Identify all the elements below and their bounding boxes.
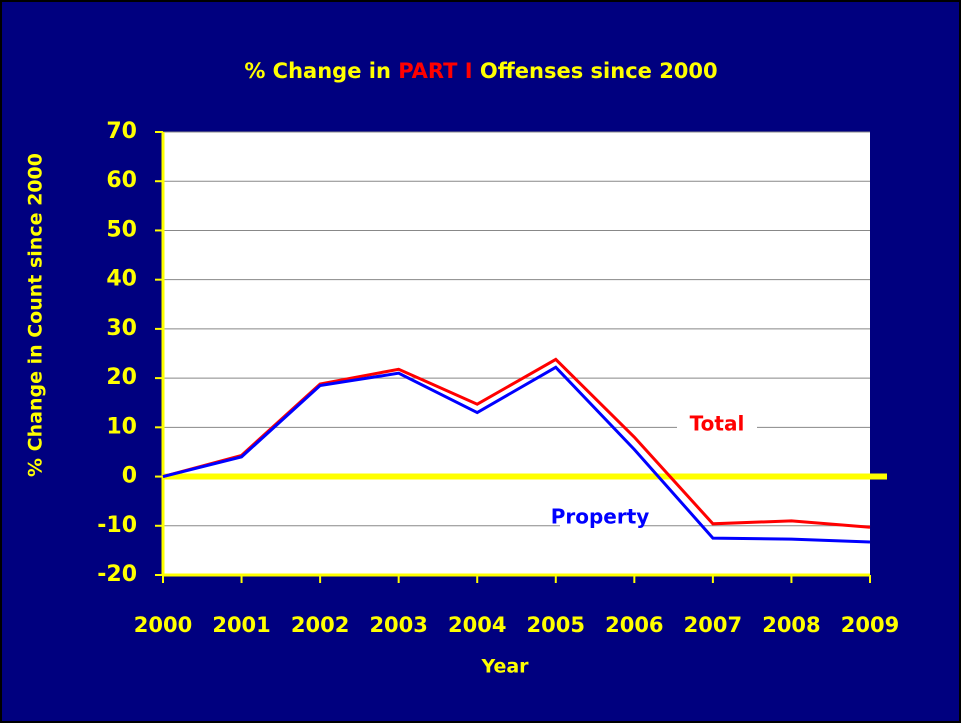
y-tick-label: 10	[106, 414, 137, 439]
title-part: PART I	[398, 59, 472, 83]
title-part: Offenses since 2000	[473, 59, 718, 83]
x-tick-label: 2006	[605, 613, 663, 637]
y-tick-label: -10	[97, 513, 137, 538]
y-tick-label: 30	[106, 316, 137, 341]
title-part: % Change in	[244, 59, 398, 83]
y-tick-label: 0	[122, 464, 137, 489]
chart-title: % Change in PART I Offenses since 2000	[244, 59, 717, 83]
x-tick-label: 2008	[762, 613, 820, 637]
y-tick-label: 50	[106, 217, 137, 242]
x-tick-label: 2007	[684, 613, 742, 637]
y-axis-label: % Change in Count since 2000	[25, 153, 47, 477]
x-axis-label: Year	[480, 656, 529, 678]
x-tick-label: 2009	[841, 613, 899, 637]
x-tick-label: 2002	[291, 613, 349, 637]
x-tick-label: 2003	[369, 613, 427, 637]
series-label: Property	[551, 505, 650, 529]
plot-area	[163, 132, 870, 575]
y-tick-label: -20	[97, 562, 137, 587]
y-tick-label: 20	[106, 365, 137, 390]
series-line	[162, 365, 871, 544]
y-tick-label: 70	[106, 119, 137, 144]
y-tick-label: 60	[106, 168, 137, 193]
series-label-box	[560, 504, 640, 532]
y-tick-label: 40	[106, 267, 137, 292]
x-tick-label: 2000	[134, 613, 192, 637]
x-tick-label: 2005	[527, 613, 585, 637]
x-tick-label: 2001	[212, 613, 270, 637]
series-label-box	[677, 411, 757, 439]
series-label: Total	[690, 412, 745, 436]
x-tick-label: 2004	[448, 613, 506, 637]
